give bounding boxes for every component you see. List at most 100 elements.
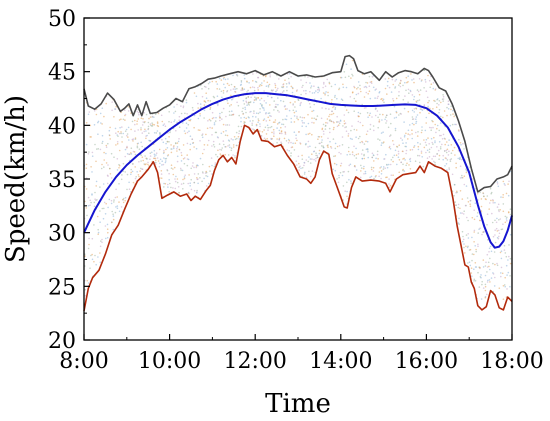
scatter-point [414, 160, 417, 162]
scatter-point [396, 146, 399, 148]
scatter-point [285, 140, 288, 142]
scatter-point [351, 151, 354, 153]
scatter-point [357, 92, 360, 95]
scatter-point [197, 173, 200, 175]
scatter-point [488, 247, 491, 250]
scatter-point [361, 157, 364, 160]
scatter-point [140, 160, 142, 162]
scatter-point [413, 145, 416, 147]
scatter-point [328, 81, 331, 84]
scatter-point [343, 71, 346, 73]
scatter-point [364, 172, 367, 175]
scatter-point [357, 153, 360, 155]
scatter-point [154, 159, 157, 162]
scatter-point [328, 108, 330, 110]
scatter-point [163, 186, 165, 188]
scatter-point [439, 134, 441, 137]
scatter-point [218, 88, 221, 90]
scatter-point [252, 80, 254, 82]
scatter-point [153, 157, 155, 160]
scatter-point [296, 139, 298, 142]
scatter-point [330, 101, 333, 104]
scatter-point [115, 206, 117, 208]
scatter-point [303, 162, 306, 164]
scatter-point [477, 232, 480, 234]
scatter-point [181, 169, 184, 172]
scatter-point [230, 114, 233, 116]
scatter-point [140, 117, 143, 119]
scatter-point [124, 171, 126, 173]
scatter-point [116, 134, 118, 136]
scatter-point [318, 88, 321, 90]
scatter-point [89, 204, 91, 206]
scatter-point [425, 144, 428, 146]
scatter-point [274, 119, 277, 121]
scatter-point [341, 99, 344, 101]
scatter-point [486, 253, 489, 256]
scatter-point [436, 98, 439, 100]
scatter-point [259, 108, 261, 110]
scatter-point [297, 155, 300, 158]
scatter-point [417, 148, 420, 151]
scatter-point [408, 164, 410, 166]
scatter-point [489, 257, 491, 260]
scatter-point [199, 129, 201, 131]
scatter-point [320, 136, 323, 138]
scatter-point [357, 111, 360, 114]
scatter-point [166, 169, 169, 172]
scatter-point [428, 143, 431, 145]
scatter-point [438, 108, 441, 111]
scatter-point [295, 137, 297, 140]
scatter-point [423, 146, 426, 149]
scatter-point [436, 127, 438, 130]
scatter-point [348, 164, 351, 167]
scatter-point [87, 247, 90, 250]
scatter-point [508, 255, 510, 258]
scatter-point [236, 137, 238, 140]
scatter-point [210, 157, 213, 159]
scatter-point [395, 116, 398, 119]
scatter-point [402, 84, 404, 87]
scatter-point [108, 198, 111, 201]
scatter-point [446, 159, 449, 161]
scatter-point [417, 145, 420, 148]
scatter-point [355, 93, 358, 96]
scatter-point [480, 276, 482, 279]
scatter-point [126, 188, 128, 191]
scatter-point [450, 105, 453, 107]
scatter-point [109, 138, 111, 140]
scatter-point [422, 165, 425, 168]
scatter-point [470, 267, 473, 270]
scatter-point [411, 116, 414, 118]
scatter-point [345, 126, 348, 128]
scatter-point [490, 199, 492, 202]
scatter-point [233, 136, 236, 138]
scatter-point [309, 90, 311, 93]
scatter-point [474, 202, 477, 204]
scatter-point [357, 120, 360, 123]
scatter-point [225, 130, 227, 132]
scatter-point [253, 110, 255, 112]
scatter-point [86, 279, 89, 282]
scatter-point [461, 198, 464, 200]
scatter-point [334, 169, 337, 172]
scatter-point [174, 180, 177, 183]
scatter-point [490, 277, 493, 279]
scatter-point [504, 276, 507, 279]
scatter-point [109, 173, 112, 175]
scatter-point [438, 158, 440, 160]
scatter-point [151, 122, 153, 124]
scatter-point [282, 118, 284, 121]
scatter-point [333, 162, 336, 165]
scatter-point [93, 260, 95, 263]
series-line-fitted-mean [83, 92, 513, 249]
scatter-point [245, 97, 247, 100]
scatter-point [299, 165, 301, 168]
scatter-point [238, 130, 241, 132]
scatter-point [227, 145, 229, 147]
scatter-point [308, 170, 310, 173]
scatter-point [247, 89, 249, 92]
scatter-point [495, 227, 498, 230]
scatter-point [457, 157, 460, 160]
scatter-point [369, 97, 372, 100]
